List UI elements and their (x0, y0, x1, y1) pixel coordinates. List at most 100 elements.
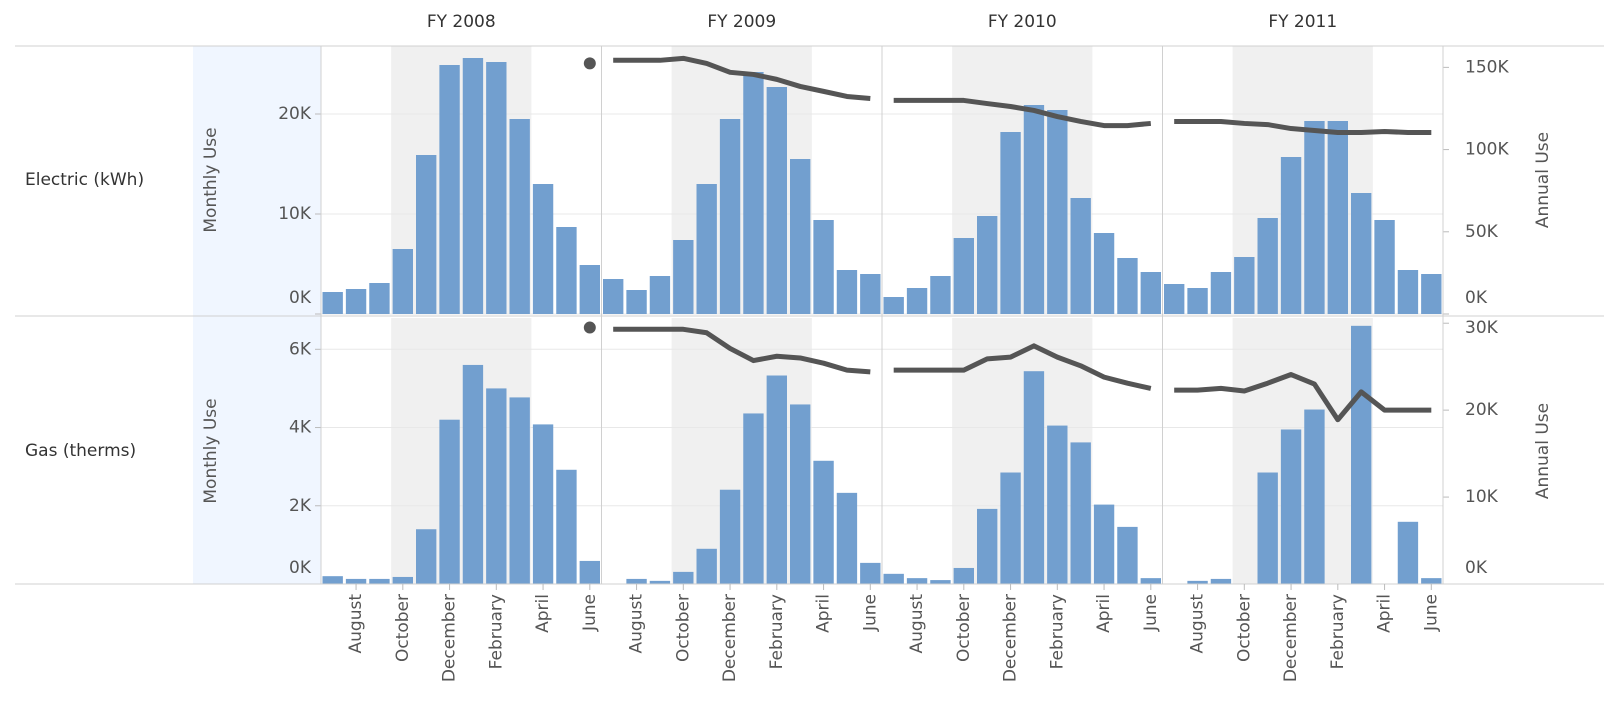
bar (1164, 284, 1185, 314)
bar (1023, 105, 1045, 314)
row-label: Electric (kWh) (25, 170, 144, 190)
bar (603, 279, 624, 314)
bar (813, 460, 834, 584)
bar (1327, 121, 1348, 314)
bar (906, 578, 928, 584)
season-shade (391, 46, 532, 314)
bar (696, 548, 717, 584)
x-tick-label: June (1141, 594, 1161, 632)
x-tick-label: June (580, 594, 600, 632)
x-tick-label: October (1234, 594, 1254, 662)
y2-tick-label: 10K (1465, 487, 1499, 507)
bar (1351, 193, 1372, 314)
bar (930, 276, 951, 314)
bar (416, 155, 437, 314)
bar (1304, 409, 1325, 584)
x-tick-label: October (673, 594, 693, 662)
bar (1210, 272, 1232, 314)
bar (1093, 233, 1115, 314)
bar (1397, 270, 1419, 314)
bar (649, 276, 671, 314)
column-header: FY 2011 (1268, 12, 1337, 32)
y-tick-label: 0K (289, 288, 312, 308)
bar (439, 419, 460, 584)
bar (369, 578, 390, 584)
bar (322, 292, 343, 314)
line (613, 326, 871, 375)
bar (953, 567, 974, 584)
bar (930, 580, 951, 584)
bar (743, 413, 764, 584)
x-tick-label: October (393, 594, 413, 662)
bar (1280, 157, 1302, 314)
x-tick-label: February (486, 594, 506, 669)
season-shade (671, 46, 812, 314)
x-tick-label: August (627, 594, 647, 654)
bar (1047, 110, 1068, 314)
bar (1140, 272, 1161, 314)
season-shade (671, 318, 812, 584)
bar (392, 249, 413, 314)
y-tick-label: 0K (289, 558, 312, 578)
y2-tick-label: 0K (1465, 288, 1488, 308)
bar (883, 573, 904, 584)
bar (1397, 521, 1419, 584)
y-axis-title: Monthly Use (201, 398, 221, 503)
y2-tick-label: 50K (1465, 222, 1499, 242)
bar (1304, 121, 1325, 314)
y-tick-label: 10K (278, 204, 312, 224)
y-tick-label: 4K (289, 418, 312, 438)
x-tick-label: February (767, 594, 787, 669)
y-tick-label: 2K (289, 496, 312, 516)
x-tick-label: October (954, 594, 974, 662)
bar (1093, 504, 1115, 584)
season-shade (1232, 46, 1373, 314)
bar (836, 492, 858, 584)
bar (860, 562, 881, 584)
y2-tick-label: 30K (1465, 318, 1499, 338)
bar (416, 529, 437, 584)
x-tick-label: December (440, 594, 460, 682)
bar (1000, 472, 1021, 584)
x-tick-label: February (1047, 594, 1067, 669)
bar (1351, 325, 1372, 584)
bar (322, 576, 343, 584)
y2-tick-label: 100K (1465, 140, 1509, 160)
bar (1047, 425, 1068, 584)
bar (1140, 578, 1161, 584)
bar (1257, 472, 1278, 584)
bar (1000, 132, 1021, 314)
x-tick-label: June (860, 594, 880, 632)
y-tick-label: 6K (289, 339, 312, 359)
line (613, 55, 871, 101)
bar (673, 571, 694, 584)
bar (813, 220, 834, 314)
bar (1374, 220, 1395, 314)
bar (486, 388, 507, 584)
bar (626, 290, 647, 314)
bar (1280, 429, 1302, 584)
bar (392, 576, 413, 584)
bar (486, 62, 507, 314)
x-tick-label: April (1094, 594, 1114, 633)
bar (579, 265, 600, 314)
season-shade (1232, 318, 1373, 584)
bar (1421, 274, 1442, 314)
bar (556, 227, 577, 314)
x-tick-label: April (814, 594, 834, 633)
bar (1187, 288, 1208, 314)
x-tick-label: February (1328, 594, 1348, 669)
bar (1234, 257, 1255, 314)
bar (790, 159, 811, 314)
bar (766, 87, 787, 314)
bar (1257, 218, 1278, 314)
bar (719, 119, 741, 314)
bar (1070, 198, 1091, 314)
bar (345, 578, 367, 584)
y-axis-title: Monthly Use (201, 127, 221, 232)
x-tick-label: April (533, 594, 553, 633)
x-tick-label: August (1188, 594, 1208, 654)
bar (532, 424, 554, 584)
x-tick-label: December (720, 594, 740, 682)
